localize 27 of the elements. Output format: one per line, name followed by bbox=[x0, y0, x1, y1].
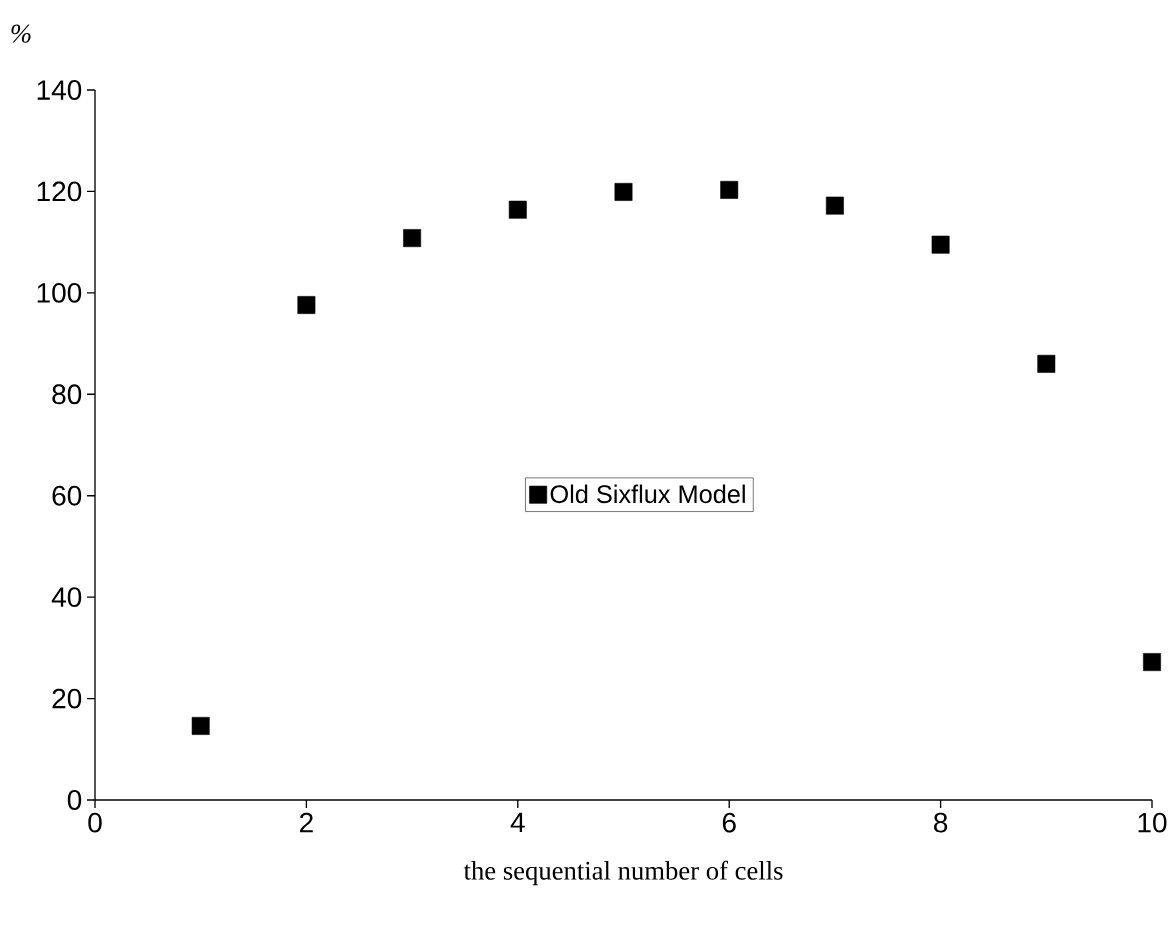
point bbox=[297, 296, 316, 314]
y-tick-label: 80 bbox=[52, 384, 82, 405]
y-tick-label: 40 bbox=[51, 587, 82, 608]
y-axis-title: % bbox=[11, 24, 31, 43]
legend-label: Old Sixflux Model bbox=[550, 484, 745, 504]
point bbox=[614, 183, 633, 201]
x-tick-label: 6 bbox=[722, 812, 736, 833]
point bbox=[720, 180, 739, 199]
point bbox=[1143, 653, 1161, 671]
point bbox=[403, 229, 422, 248]
y-tick-label: 20 bbox=[52, 688, 82, 709]
point bbox=[931, 235, 950, 254]
y-tick-label: 0 bbox=[67, 790, 82, 810]
y-tick-label: 60 bbox=[52, 485, 82, 506]
point bbox=[1037, 354, 1056, 373]
x-tick-label: 2 bbox=[300, 812, 313, 833]
y-tick-label: 120 bbox=[37, 181, 82, 202]
x-tick-label: 4 bbox=[510, 812, 525, 832]
y-tick-label: 140 bbox=[37, 80, 82, 100]
point bbox=[191, 717, 210, 735]
point bbox=[508, 200, 527, 219]
x-axis-title: the sequential number of cells bbox=[463, 860, 783, 886]
point bbox=[825, 196, 844, 215]
x-tick-label: 8 bbox=[934, 812, 948, 833]
x-tick-label: 10 bbox=[1138, 812, 1167, 833]
x-tick-label: 0 bbox=[88, 812, 102, 833]
y-tick-label: 100 bbox=[37, 282, 82, 303]
